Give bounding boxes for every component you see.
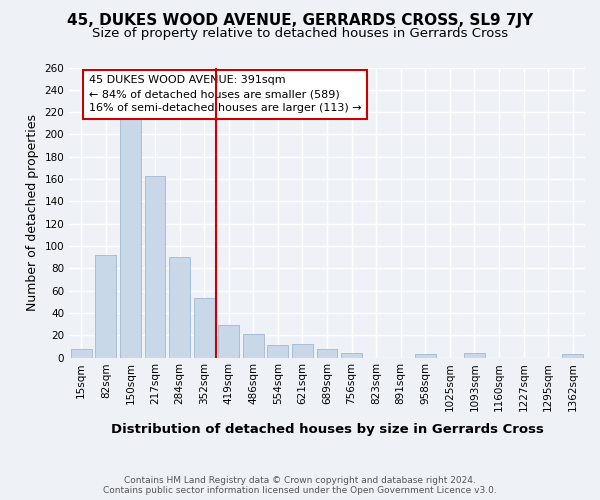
Text: 45, DUKES WOOD AVENUE, GERRARDS CROSS, SL9 7JY: 45, DUKES WOOD AVENUE, GERRARDS CROSS, S… [67, 12, 533, 28]
Text: 45 DUKES WOOD AVENUE: 391sqm
← 84% of detached houses are smaller (589)
16% of s: 45 DUKES WOOD AVENUE: 391sqm ← 84% of de… [89, 76, 361, 114]
Bar [145, 176, 166, 358]
Bar [268, 345, 289, 358]
Bar [71, 348, 92, 358]
Bar [317, 348, 337, 358]
Bar [562, 354, 583, 358]
Bar [341, 353, 362, 358]
Bar [218, 325, 239, 358]
Bar [120, 118, 141, 358]
Bar [464, 353, 485, 358]
Text: Contains HM Land Registry data © Crown copyright and database right 2024.
Contai: Contains HM Land Registry data © Crown c… [103, 476, 497, 495]
Bar [95, 255, 116, 358]
Bar [243, 334, 264, 357]
Bar [415, 354, 436, 358]
Y-axis label: Number of detached properties: Number of detached properties [26, 114, 39, 311]
Bar [292, 344, 313, 358]
Text: Size of property relative to detached houses in Gerrards Cross: Size of property relative to detached ho… [92, 28, 508, 40]
Text: Distribution of detached houses by size in Gerrards Cross: Distribution of detached houses by size … [110, 422, 544, 436]
Bar [194, 298, 215, 358]
Bar [169, 257, 190, 358]
